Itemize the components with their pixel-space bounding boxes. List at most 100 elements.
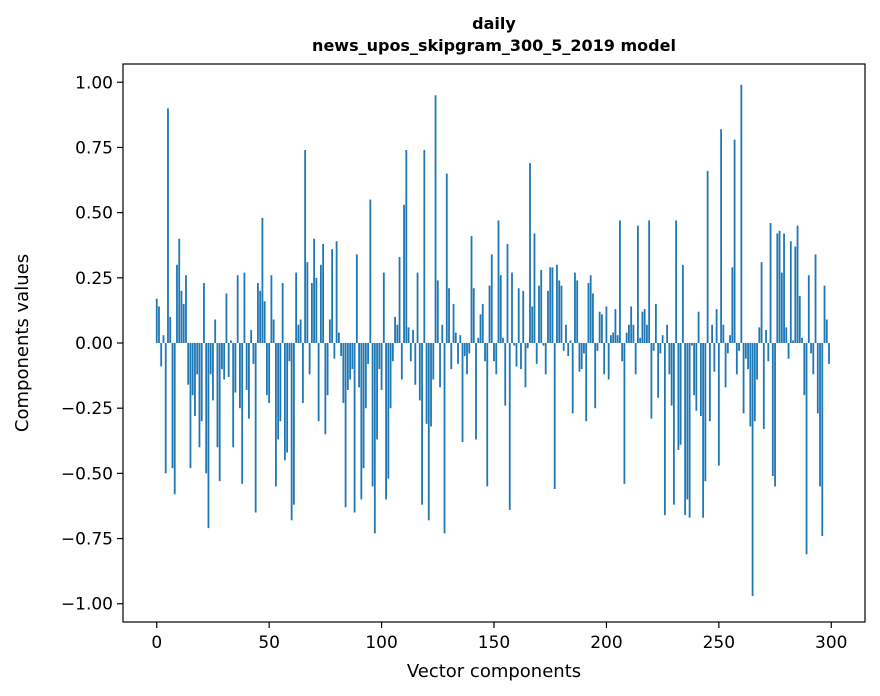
bar-288	[803, 343, 806, 396]
bar-242	[699, 343, 702, 417]
bar-51	[270, 275, 273, 343]
bar-62	[295, 272, 298, 343]
bar-54	[277, 343, 280, 440]
bar-72	[317, 343, 320, 422]
bar-167	[531, 306, 534, 343]
bar-177	[553, 343, 556, 490]
x-axis-label: Vector components	[407, 661, 581, 682]
bar-95	[369, 199, 372, 343]
bar-107	[396, 324, 399, 343]
bar-200	[605, 306, 608, 343]
bar-120	[425, 343, 428, 424]
bar-108	[398, 256, 401, 343]
bar-121	[427, 343, 430, 521]
bar-132	[452, 303, 455, 343]
bar-17	[194, 343, 196, 417]
bar-196	[596, 343, 599, 351]
bar-64	[299, 319, 302, 343]
bar-244	[704, 343, 707, 482]
bar-37	[239, 343, 241, 409]
bar-63	[297, 324, 300, 343]
bar-255	[729, 335, 731, 343]
bar-215	[639, 337, 642, 343]
bar-198	[601, 314, 603, 343]
bar-141	[472, 288, 475, 343]
bar-274	[771, 343, 774, 476]
bar-197	[598, 311, 601, 343]
bar-46	[259, 290, 262, 343]
bar-204	[614, 309, 617, 343]
bar-232	[677, 343, 680, 450]
bar-260	[740, 84, 743, 344]
bar-0	[155, 298, 158, 343]
bar-171	[540, 269, 543, 343]
bar-41	[248, 343, 250, 419]
bar-188	[578, 343, 581, 372]
bar-79	[333, 343, 336, 359]
bar-195	[594, 343, 597, 409]
bar-88	[353, 343, 356, 513]
y-tick-label: 1.00	[75, 73, 113, 93]
bar-212	[632, 324, 635, 343]
bar-297	[823, 285, 826, 343]
bar-50	[268, 343, 271, 403]
bar-172	[542, 343, 545, 346]
bar-216	[641, 311, 644, 343]
bar-61	[292, 343, 295, 505]
x-tick-label: 250	[703, 633, 735, 653]
bar-76	[326, 343, 329, 396]
bar-143	[477, 337, 480, 343]
bar-245	[706, 170, 709, 343]
bar-211	[630, 306, 633, 343]
bar-154	[502, 337, 504, 343]
bar-119	[423, 150, 426, 343]
bar-2	[160, 343, 163, 367]
x-tick-label: 0	[151, 633, 162, 653]
bar-122	[430, 343, 432, 427]
bar-58	[286, 343, 289, 453]
bar-48	[263, 301, 266, 343]
bar-38	[241, 343, 244, 484]
bar-298	[825, 319, 828, 343]
bar-series	[155, 84, 830, 596]
bar-178	[556, 264, 558, 343]
bar-190	[583, 343, 585, 354]
bar-59	[288, 343, 291, 362]
bar-116	[416, 272, 419, 343]
bar-27	[216, 343, 219, 448]
bar-157	[508, 343, 511, 510]
bar-235	[684, 343, 687, 516]
bar-225	[661, 335, 664, 343]
bar-55	[279, 343, 282, 422]
bar-56	[281, 283, 284, 343]
x-tick-label: 50	[258, 633, 280, 653]
bar-145	[481, 303, 484, 343]
bar-279	[783, 233, 785, 343]
bar-299	[828, 343, 830, 364]
bar-295	[819, 343, 821, 487]
y-tick-label: −0.25	[61, 399, 113, 419]
bar-203	[612, 332, 615, 343]
bar-136	[461, 343, 464, 443]
bar-265	[751, 343, 754, 596]
bar-35	[234, 343, 237, 393]
bar-115	[414, 343, 417, 385]
bar-219	[648, 220, 651, 343]
y-axis-ticks: 1.00 0.75 0.50 0.25 0.00 −0.25 −0.50 −0.75 −1.00	[61, 73, 123, 615]
bar-109	[400, 343, 403, 380]
bar-165	[526, 343, 529, 349]
plot-area-frame	[122, 63, 866, 623]
bar-142	[475, 343, 477, 440]
bar-241	[697, 311, 700, 343]
bar-208	[623, 343, 626, 484]
bar-266	[753, 343, 756, 422]
bar-210	[628, 324, 630, 343]
bar-281	[787, 343, 790, 359]
bar-137	[463, 343, 466, 357]
bar-7	[171, 343, 174, 469]
bar-159	[513, 343, 516, 346]
bar-153	[499, 275, 502, 343]
bar-21	[203, 283, 205, 343]
bar-280	[785, 327, 788, 343]
chart-title-line-2: news_upos_skipgram_300_5_2019 model	[312, 36, 676, 55]
